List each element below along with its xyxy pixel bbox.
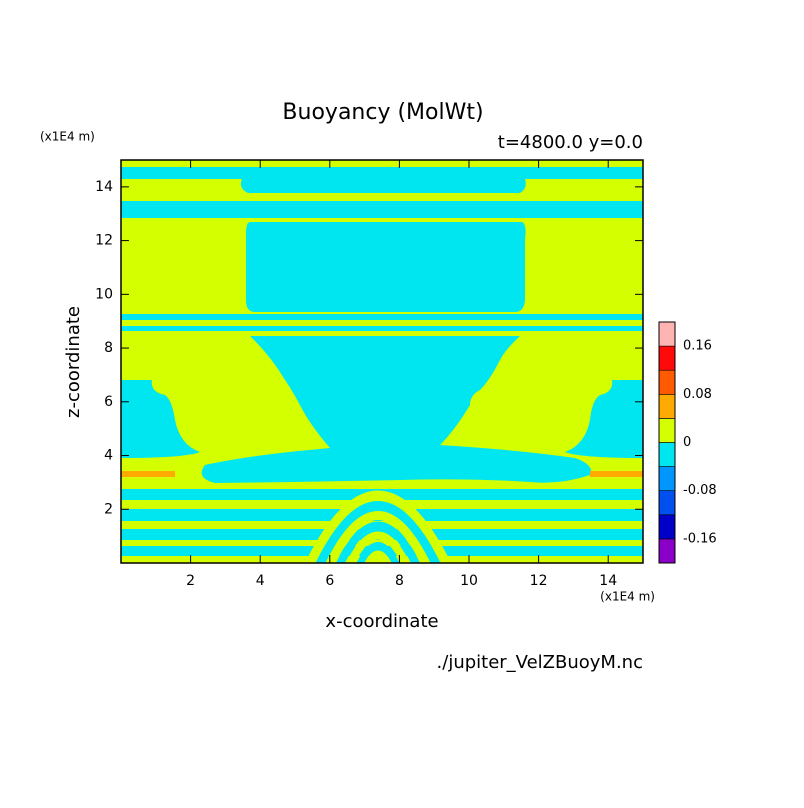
y-tick-label: 12 [95,233,113,249]
source-file: ./jupiter_VelZBuoyM.nc [437,652,643,673]
x-tick-label: 12 [530,573,548,589]
arch [325,511,431,563]
colorbar-box [658,345,676,371]
colorbar-box [658,442,676,467]
arch [364,550,392,563]
x-tick-label: 8 [395,573,404,589]
y-units: (x1E4 m) [40,130,95,144]
x-axis-label: x-coordinate [325,611,438,632]
colorbar-box [658,393,676,419]
colorbar-box [658,538,676,564]
region-negative [121,167,643,193]
arch [356,542,400,563]
y-tick-label: 2 [104,501,113,517]
region-negative [121,201,643,218]
colorbar-label: 0 [683,435,691,450]
colorbar-box [658,321,676,347]
region-negative [565,380,643,458]
colorbar-box [658,490,676,516]
x-tick-label: 10 [460,573,478,589]
y-tick-label: 4 [104,448,113,464]
y-tick-label: 14 [95,179,113,195]
y-tick-label: 8 [104,340,113,356]
y-tick-label: 6 [104,394,113,410]
region-negative [246,222,526,312]
region-negative [121,314,643,320]
region-negative [201,336,591,483]
arch [346,531,410,563]
region-positive [121,471,643,477]
colorbar-box [658,514,676,540]
colorbar-label: -0.08 [683,483,717,498]
colorbar-frame [658,321,676,564]
region-negative [121,326,643,331]
region-negative [121,546,643,556]
contour-field [121,160,643,563]
colorbar-label: 0.08 [683,387,712,402]
colorbar-label: 0.16 [683,339,712,354]
arch [315,501,441,563]
arch [336,521,420,563]
colorbar-box [658,466,676,492]
y-axis-label: z-coordinate [63,306,84,418]
x-tick-label: 2 [186,573,195,589]
colorbar-box [658,418,676,443]
x-units: (x1E4 m) [600,590,655,604]
colorbar-label: -0.16 [683,531,717,546]
field [121,160,643,563]
chart-title: Buoyancy (MolWt) [282,100,483,125]
x-tick-label: 4 [256,573,265,589]
chart-subtitle: t=4800.0 y=0.0 [498,132,643,153]
arch [304,490,452,563]
plot-frame [120,159,644,564]
x-tick-label: 14 [599,573,617,589]
region-negative [121,380,200,458]
y-tick-label: 10 [95,286,113,302]
x-tick-label: 6 [325,573,334,589]
colorbar-box [658,369,676,395]
